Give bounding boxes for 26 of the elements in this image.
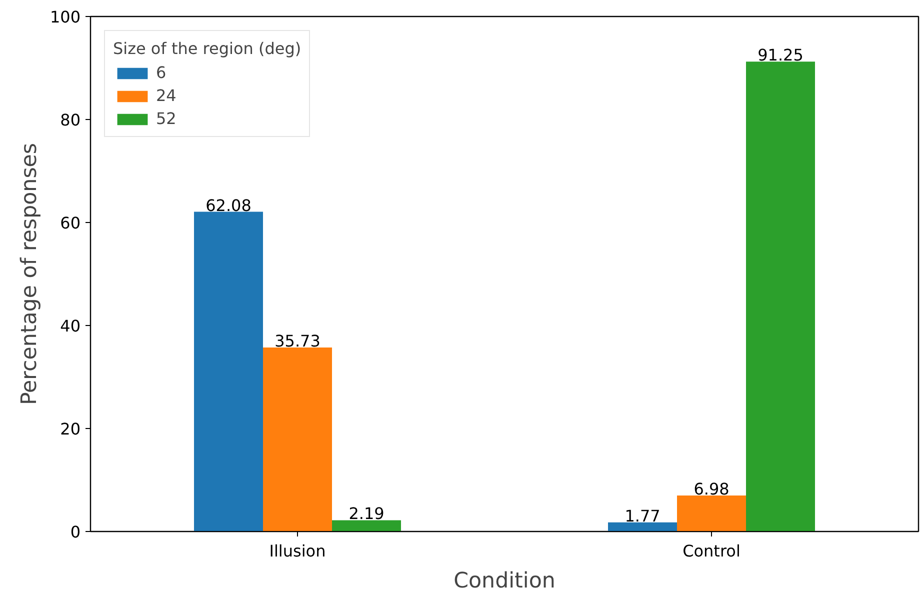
bar bbox=[746, 62, 815, 532]
data-label: 91.25 bbox=[758, 46, 804, 65]
data-label: 62.08 bbox=[206, 196, 252, 215]
y-tick-label: 100 bbox=[50, 8, 81, 26]
bar bbox=[677, 496, 746, 532]
legend-label: 6 bbox=[156, 63, 168, 82]
data-label: 35.73 bbox=[274, 331, 320, 350]
x-axis-title: Condition bbox=[454, 568, 556, 594]
bar bbox=[194, 212, 263, 532]
legend-label: 24 bbox=[156, 86, 176, 105]
y-tick-label: 60 bbox=[60, 214, 80, 232]
bar bbox=[263, 347, 332, 532]
bar bbox=[332, 520, 401, 532]
y-tick-label: 20 bbox=[60, 420, 80, 438]
data-label: 6.98 bbox=[694, 480, 730, 499]
x-tick-label: Control bbox=[682, 542, 740, 560]
x-tick-label: Illusion bbox=[269, 542, 326, 560]
y-tick-label: 0 bbox=[70, 522, 81, 542]
y-tick-label: 80 bbox=[60, 110, 80, 130]
y-axis-title: Percentage of responses bbox=[16, 142, 42, 406]
legend-label: 52 bbox=[156, 109, 176, 128]
bar bbox=[608, 522, 677, 532]
legend-title: Size of the region (deg) bbox=[113, 39, 302, 58]
data-label: 1.77 bbox=[624, 506, 660, 526]
y-tick-label: 40 bbox=[60, 316, 80, 336]
data-label: 2.19 bbox=[348, 504, 384, 524]
